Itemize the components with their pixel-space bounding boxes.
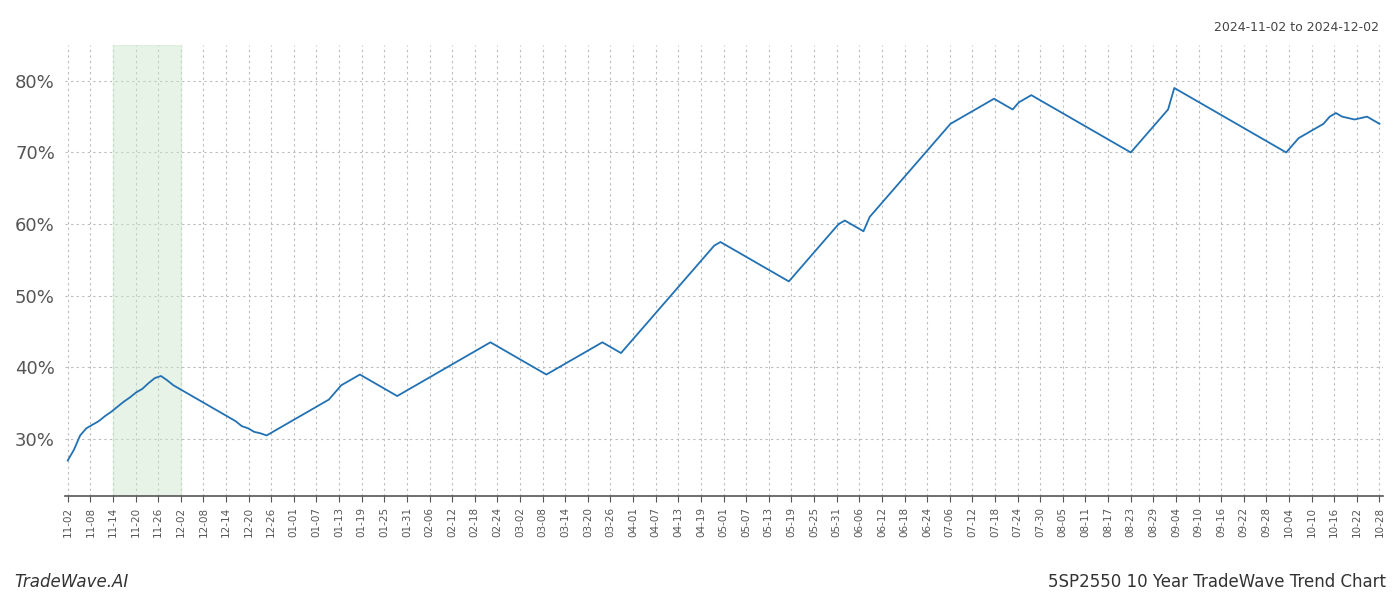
Text: 2024-11-02 to 2024-12-02: 2024-11-02 to 2024-12-02 — [1214, 21, 1379, 34]
Text: 5SP2550 10 Year TradeWave Trend Chart: 5SP2550 10 Year TradeWave Trend Chart — [1049, 573, 1386, 591]
Text: TradeWave.AI: TradeWave.AI — [14, 573, 129, 591]
Bar — [113, 45, 181, 496]
